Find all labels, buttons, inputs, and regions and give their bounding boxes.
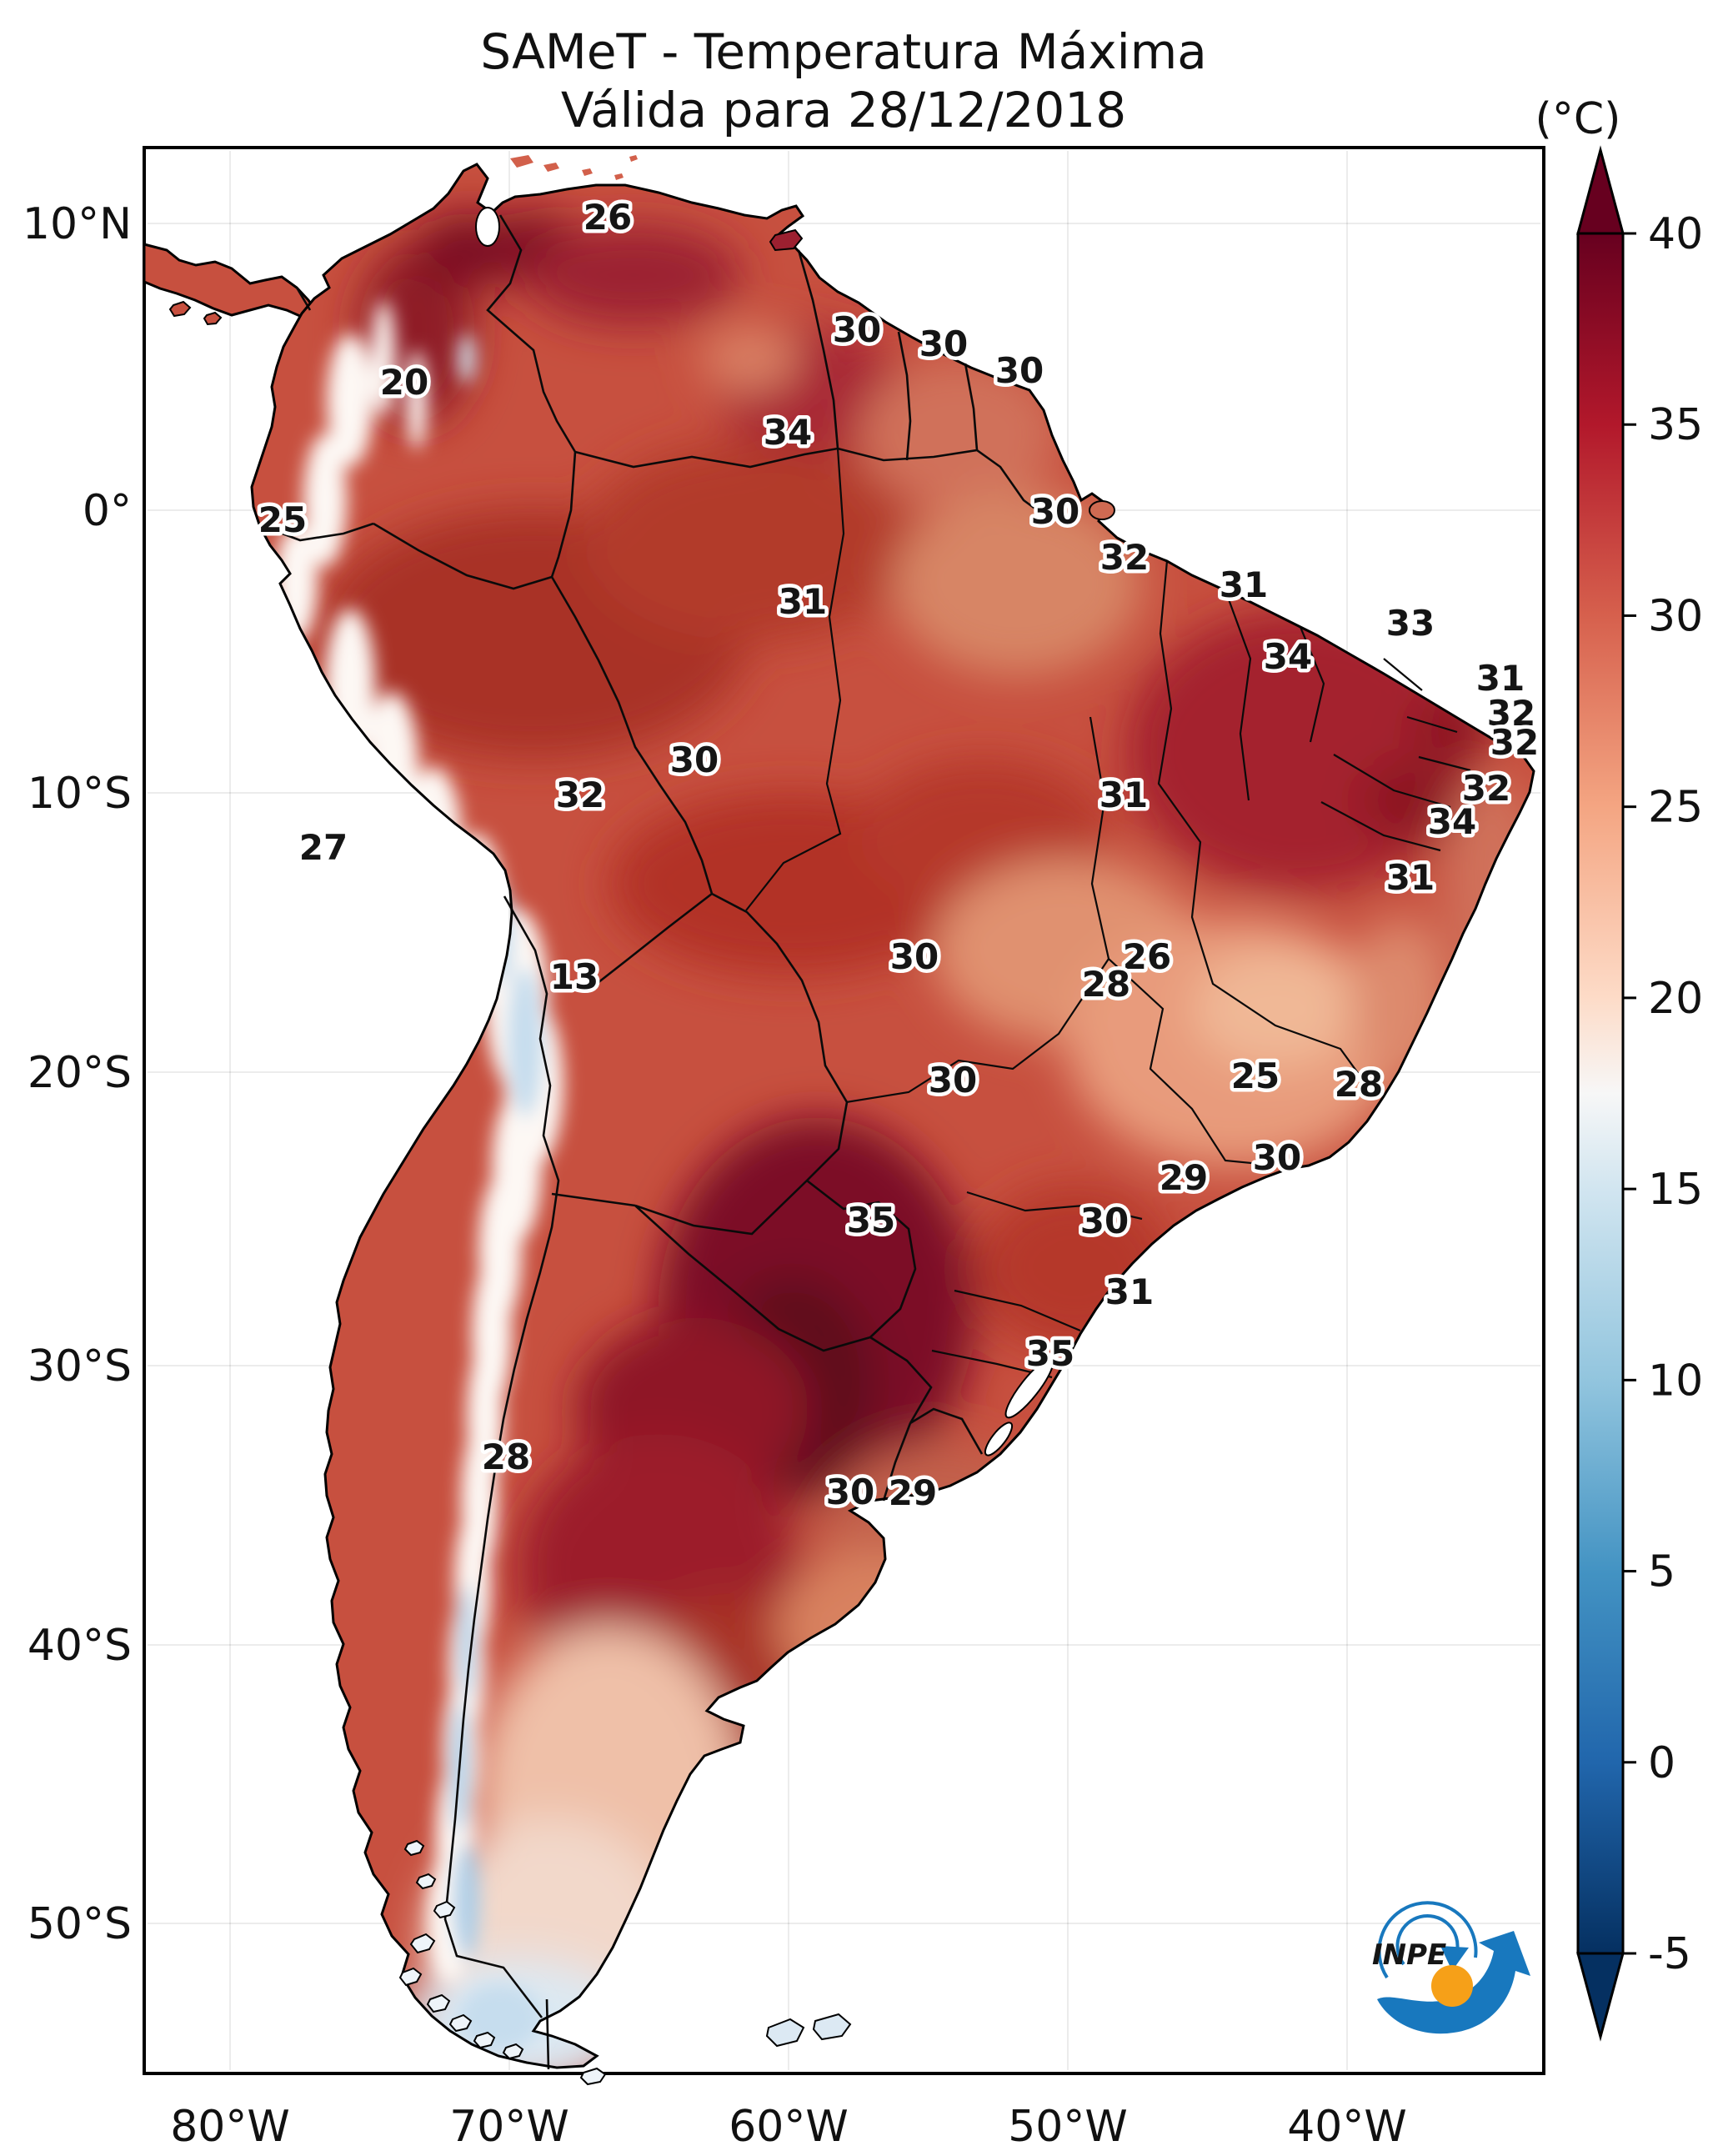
temp-label: 20	[380, 362, 428, 403]
colorbar-tick-label: 40	[1648, 209, 1703, 259]
temp-label: 30	[929, 1060, 977, 1101]
temp-label: 35	[1026, 1333, 1074, 1374]
colorbar-tick-label: 0	[1648, 1738, 1675, 1788]
colorbar-tick-label: 35	[1648, 400, 1703, 450]
colorbar-arrow-top	[1576, 145, 1625, 235]
trinidad-island	[769, 228, 804, 252]
lat-tick-label: 10°S	[28, 769, 132, 819]
latitude-axis-labels: 10°N 0° 10°S 20°S 30°S 40°S 50°S	[23, 199, 132, 1949]
temp-label: 34	[764, 412, 812, 453]
colorbar-ticks: 40 35 30 25 20 15 10 5 0 -5	[1623, 209, 1703, 1979]
state-borders	[745, 448, 1471, 1379]
temp-label: 30	[919, 323, 968, 364]
temp-label: 30	[670, 740, 719, 780]
colorbar-tick-label: 10	[1648, 1356, 1703, 1406]
colorbar-tick-label: 25	[1648, 783, 1703, 833]
lon-tick-label: 80°W	[170, 2102, 290, 2152]
temp-label: 30	[833, 309, 881, 350]
temp-label: 31	[1105, 1271, 1154, 1312]
colorbar: (°C) 40 35 30 25 20 15 10 5 0 -5	[1535, 94, 1703, 2042]
falkland-islands	[765, 2013, 852, 2048]
lon-tick-label: 50°W	[1008, 2102, 1128, 2152]
temp-label: 31	[1386, 857, 1435, 898]
temp-label: 28	[1335, 1064, 1383, 1105]
colorbar-unit-label: (°C)	[1535, 94, 1621, 144]
temp-label: 30	[826, 1472, 874, 1512]
temp-label: 32	[1487, 693, 1535, 734]
temp-label: 25	[258, 499, 307, 540]
temp-label: 31	[1099, 775, 1148, 815]
longitude-axis-labels: 80°W 70°W 60°W 50°W 40°W	[170, 2102, 1407, 2152]
colorbar-tick-label: 30	[1648, 591, 1703, 641]
temp-label: 33	[1386, 603, 1435, 644]
temp-label: 35	[847, 1200, 895, 1241]
temp-label: 25	[1231, 1055, 1280, 1096]
patagonia-fjords	[398, 1839, 607, 2086]
inpe-logo-orbit-arrowhead	[1440, 1946, 1469, 1971]
inpe-logo-text: INPE	[1372, 1938, 1446, 1972]
colorbar-tick-label: 5	[1648, 1547, 1675, 1597]
temp-label: 29	[1160, 1157, 1208, 1198]
marajo-island	[1089, 500, 1115, 520]
inpe-logo-sun	[1431, 1965, 1473, 2007]
temp-label: 26	[1123, 936, 1171, 977]
temp-label: 13	[550, 956, 599, 997]
inpe-logo: INPE	[1372, 1901, 1530, 2034]
temp-label: 28	[482, 1436, 530, 1477]
south-america-coastline	[250, 163, 1535, 2069]
lon-tick-label: 60°W	[729, 2102, 849, 2152]
temp-label: 29	[889, 1472, 937, 1513]
lat-tick-label: 40°S	[28, 1621, 132, 1671]
temp-label: 32	[1462, 768, 1510, 809]
colorbar-gradient-bar	[1576, 232, 1625, 1955]
temp-label: 31	[779, 581, 827, 622]
inpe-logo-orbit-arc	[1377, 1901, 1478, 1979]
colorbar-tick-label: -5	[1648, 1929, 1691, 1979]
temp-label: 30	[1031, 491, 1079, 532]
colorbar-arrow-bottom	[1576, 1952, 1625, 2042]
temp-label: 30	[995, 350, 1044, 391]
temp-label: 30	[1080, 1201, 1129, 1241]
temp-label: 32	[556, 775, 604, 815]
caribbean-islands	[510, 155, 638, 180]
colorbar-tick-label: 15	[1648, 1165, 1703, 1215]
temp-label: 32	[1490, 722, 1539, 763]
lon-tick-label: 70°W	[449, 2102, 569, 2152]
inpe-logo-swoosh-arrow	[1377, 1931, 1530, 2034]
panama-islands	[168, 300, 223, 326]
temp-label: 31	[1476, 658, 1525, 699]
colorbar-tick-label: 20	[1648, 974, 1703, 1024]
figure-title-line1: SAMeT - Temperatura Máxima	[480, 23, 1207, 80]
lat-tick-label: 30°S	[28, 1341, 132, 1391]
temp-label: 34	[1428, 801, 1476, 842]
lat-tick-label: 20°S	[28, 1048, 132, 1098]
lat-tick-label: 50°S	[28, 1899, 132, 1949]
lat-tick-label: 10°N	[23, 199, 132, 249]
temp-label: 27	[299, 827, 348, 868]
national-borders	[259, 214, 1049, 2070]
lagoa-dos-patos	[1004, 1357, 1054, 1419]
figure-title-line2: Válida para 28/12/2018	[561, 82, 1126, 138]
temp-label: 34	[1264, 636, 1312, 677]
temp-label: 30	[890, 936, 939, 977]
temp-label: 26	[584, 197, 632, 238]
temp-label: 30	[1253, 1137, 1301, 1178]
temp-label: 32	[1100, 537, 1149, 578]
lat-tick-label: 0°	[83, 486, 132, 536]
temp-label: 31	[1220, 564, 1268, 605]
lagoa-mirim	[984, 1421, 1014, 1457]
lon-tick-label: 40°W	[1287, 2102, 1407, 2152]
temp-label: 28	[1082, 964, 1130, 1005]
lake-maracaibo	[475, 207, 500, 247]
